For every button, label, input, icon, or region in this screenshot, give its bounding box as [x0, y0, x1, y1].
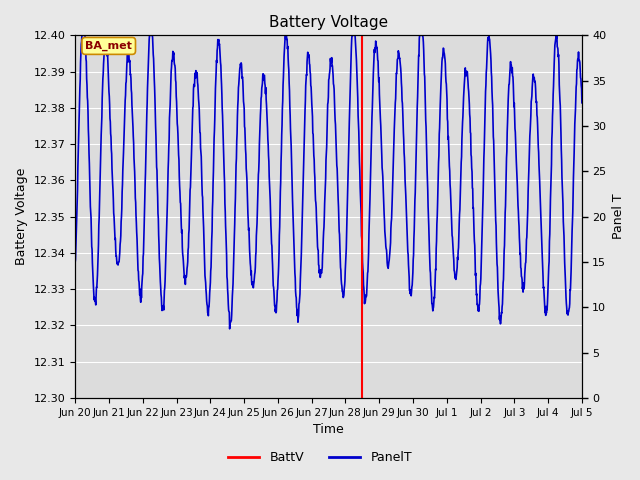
- Y-axis label: Panel T: Panel T: [612, 194, 625, 240]
- Legend: BattV, PanelT: BattV, PanelT: [223, 446, 417, 469]
- Text: BA_met: BA_met: [85, 41, 132, 51]
- Y-axis label: Battery Voltage: Battery Voltage: [15, 168, 28, 265]
- X-axis label: Time: Time: [313, 423, 344, 436]
- Title: Battery Voltage: Battery Voltage: [269, 15, 388, 30]
